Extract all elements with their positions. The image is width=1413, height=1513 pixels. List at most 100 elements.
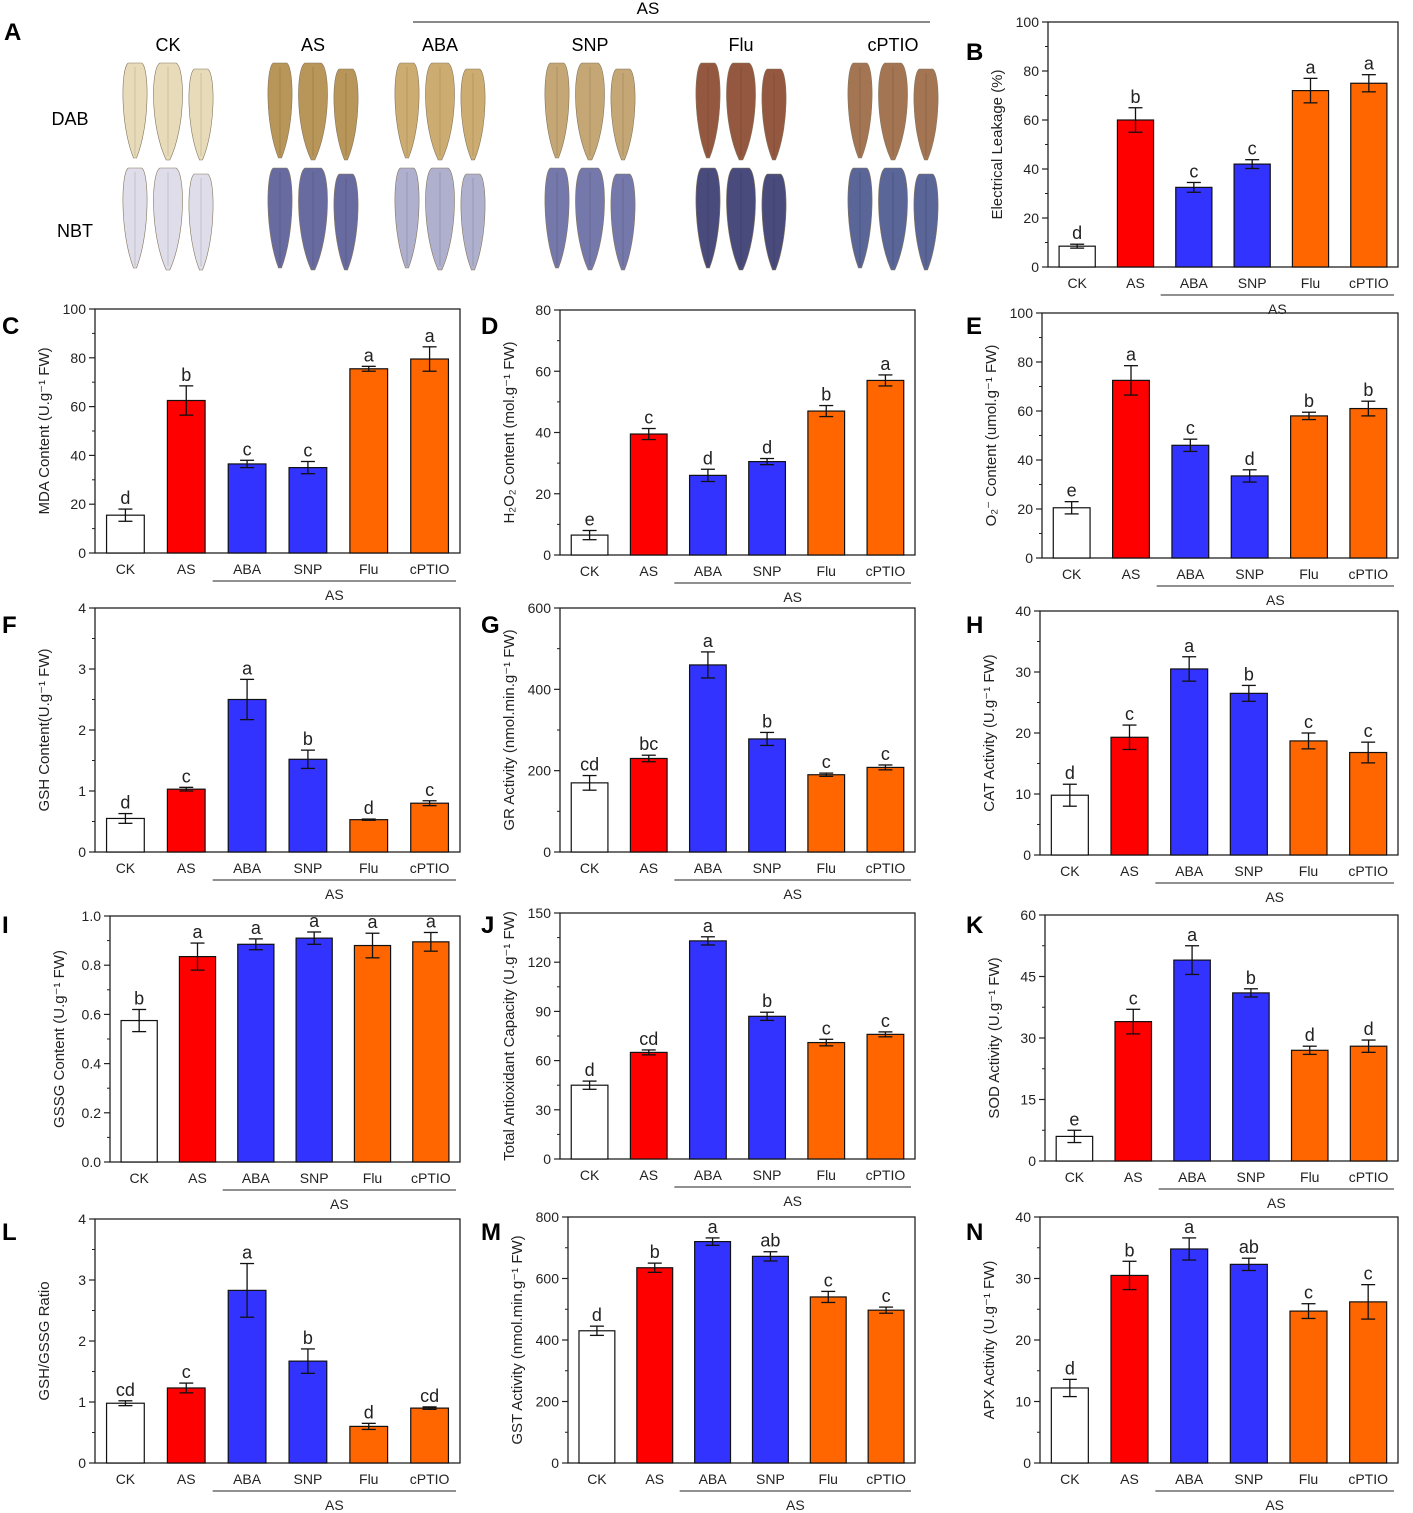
leaf-nbt-cptio bbox=[878, 167, 908, 271]
y-tick-label: 0 bbox=[543, 844, 551, 860]
y-tick-label: 0 bbox=[551, 1455, 559, 1471]
significance-letter: c bbox=[182, 1362, 191, 1382]
significance-letter: b bbox=[762, 711, 772, 731]
leaf-nbt-cptio bbox=[913, 173, 939, 271]
significance-letter: d bbox=[120, 488, 130, 508]
x-tick-label: SNP bbox=[1237, 1169, 1266, 1185]
significance-letter: c bbox=[1125, 704, 1134, 724]
x-tick-label: SNP bbox=[294, 561, 323, 577]
x-tick-label: Flu bbox=[359, 561, 378, 577]
y-tick-label: 45 bbox=[1020, 969, 1036, 985]
y-tick-label: 2 bbox=[78, 722, 86, 738]
y-tick-label: 60 bbox=[535, 1053, 551, 1069]
significance-letter: c bbox=[243, 439, 252, 459]
y-axis-label: GSH Content(U.g⁻¹ FW) bbox=[36, 649, 53, 812]
x-tick-label: ABA bbox=[694, 1167, 723, 1183]
group-label: AS bbox=[1265, 889, 1284, 905]
x-tick-label: SNP bbox=[756, 1471, 785, 1487]
leaf-nbt-aba bbox=[460, 173, 486, 271]
bar-snp bbox=[288, 1360, 328, 1464]
group-label: AS bbox=[1268, 301, 1287, 317]
significance-letter: a bbox=[1184, 1217, 1195, 1237]
significance-letter: a bbox=[1184, 636, 1195, 656]
bar-cptio bbox=[1349, 751, 1388, 856]
significance-letter: a bbox=[367, 912, 378, 932]
bar-snp bbox=[1232, 992, 1270, 1162]
x-tick-label: AS bbox=[1120, 863, 1139, 879]
bar-snp bbox=[295, 937, 333, 1163]
bar-as bbox=[178, 955, 217, 1163]
leaf-nbt-as bbox=[333, 173, 359, 271]
significance-letter: e bbox=[1069, 1109, 1079, 1129]
group-label: AS bbox=[1266, 592, 1285, 608]
bar-cptio bbox=[866, 1033, 905, 1160]
bar-flu bbox=[809, 1296, 847, 1464]
panel-label-a: A bbox=[4, 19, 21, 46]
x-tick-label: AS bbox=[177, 860, 196, 876]
bar-as bbox=[629, 1051, 668, 1160]
leaf-nbt-flu bbox=[695, 167, 721, 269]
leaf-dab-aba bbox=[425, 62, 455, 161]
y-tick-label: 0 bbox=[78, 545, 86, 561]
x-tick-label: ABA bbox=[1180, 275, 1209, 291]
panel-l-gsh-gssg-ratio: L 0 1 2 3 4 GSH/GSSG Ratio cd CK c AS a ABA b SNP d Flu c… bbox=[2, 1211, 461, 1513]
significance-letter: b bbox=[762, 991, 772, 1011]
panel-c-mda-content: C 0 20 40 60 80 100 MDA Content (U.g⁻¹ FW) d CK b A… bbox=[2, 301, 461, 603]
bar-cptio bbox=[1349, 1045, 1388, 1162]
group-label: AS bbox=[1265, 1497, 1284, 1513]
bar-aba bbox=[688, 474, 727, 556]
x-tick-label: AS bbox=[177, 1471, 196, 1487]
y-axis-label: Electrical Leakage (%) bbox=[989, 69, 1006, 219]
x-tick-label: AS bbox=[645, 1471, 664, 1487]
y-tick-label: 0 bbox=[78, 844, 86, 860]
bar-snp bbox=[1230, 475, 1269, 559]
leaf-dab-snp bbox=[610, 68, 636, 161]
y-axis-label: GSH/GSSG Ratio bbox=[36, 1281, 53, 1400]
bar-flu bbox=[807, 1041, 846, 1160]
x-tick-label: Flu bbox=[359, 860, 378, 876]
bar-aba bbox=[688, 664, 727, 853]
significance-letter: d bbox=[364, 1402, 374, 1422]
y-tick-label: 15 bbox=[1020, 1092, 1036, 1108]
bar-flu bbox=[349, 819, 389, 853]
bar-ck bbox=[570, 1084, 609, 1160]
panel-j-total-antioxidant-capacity: J 0 30 60 90 120 150 Total Antioxidant Capacity… bbox=[481, 905, 916, 1209]
row-label-dab: DAB bbox=[51, 109, 88, 129]
bar-aba bbox=[227, 698, 267, 853]
leaf-dab-as bbox=[333, 68, 359, 161]
column-label-flu: Flu bbox=[728, 35, 753, 55]
x-tick-label: SNP bbox=[753, 563, 782, 579]
bar-aba bbox=[1175, 186, 1213, 268]
significance-letter: e bbox=[585, 510, 595, 530]
y-tick-label: 60 bbox=[535, 363, 551, 379]
x-tick-label: CK bbox=[129, 1170, 149, 1186]
column-label-ck: CK bbox=[155, 35, 180, 55]
x-tick-label: Flu bbox=[359, 1471, 378, 1487]
significance-letter: a bbox=[242, 1243, 253, 1263]
significance-letter: a bbox=[364, 345, 375, 365]
y-tick-label: 1.0 bbox=[82, 908, 102, 924]
significance-letter: b bbox=[1304, 391, 1314, 411]
significance-letter: c bbox=[822, 1018, 831, 1038]
y-tick-label: 90 bbox=[535, 1003, 551, 1019]
bar-as bbox=[1110, 1274, 1149, 1464]
leaf-dab-flu bbox=[726, 62, 756, 161]
y-tick-label: 80 bbox=[1023, 63, 1039, 79]
panel-label-n: N bbox=[966, 1219, 983, 1246]
x-tick-label: cPTIO bbox=[866, 1167, 906, 1183]
x-tick-label: ABA bbox=[694, 860, 723, 876]
significance-letter: c bbox=[644, 408, 653, 428]
significance-letter: c bbox=[881, 1011, 890, 1031]
significance-letter: ab bbox=[760, 1231, 780, 1251]
significance-letter: a bbox=[703, 631, 714, 651]
x-tick-label: SNP bbox=[1238, 275, 1267, 291]
x-tick-label: ABA bbox=[233, 561, 262, 577]
x-tick-label: ABA bbox=[1175, 863, 1204, 879]
y-tick-label: 2 bbox=[78, 1333, 86, 1349]
bar-flu bbox=[807, 774, 846, 853]
x-tick-label: CK bbox=[1067, 275, 1087, 291]
leaf-nbt-ck bbox=[188, 173, 214, 271]
x-tick-label: ABA bbox=[1178, 1169, 1207, 1185]
group-label: AS bbox=[783, 886, 802, 902]
panel-g-gr-activity: G 0 200 400 600 GR Activity (nmol.min.g⁻¹ FW)… bbox=[481, 600, 916, 902]
